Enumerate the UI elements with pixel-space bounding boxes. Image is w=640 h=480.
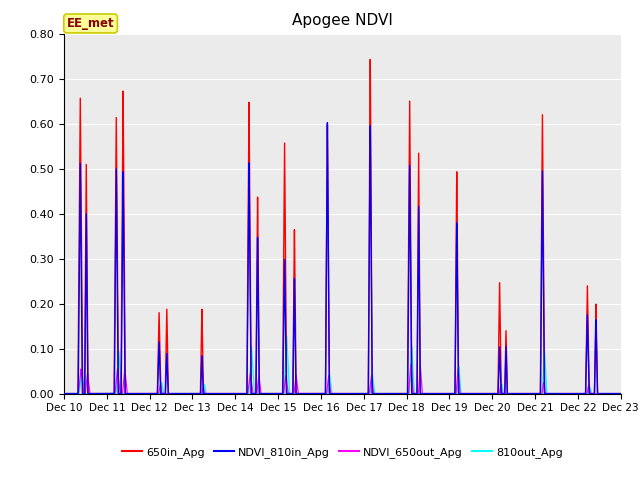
Line: NDVI_650out_Apg: NDVI_650out_Apg (64, 364, 621, 394)
NDVI_810in_Apg (262, 391, 269, 396)
810out_Apg (473, 391, 481, 396)
810out_Apg (617, 391, 625, 396)
650in_Apg (390, 391, 397, 396)
NDVI_810in_Apg (617, 391, 625, 396)
810out_Apg (262, 391, 269, 396)
NDVI_650out_Apg (617, 391, 625, 396)
NDVI_810in_Apg (324, 120, 332, 126)
NDVI_810in_Apg (88, 391, 96, 396)
NDVI_810in_Apg (390, 391, 397, 396)
650in_Apg (88, 391, 96, 396)
Line: 810out_Apg: 810out_Apg (64, 336, 621, 394)
810out_Apg (414, 391, 422, 396)
650in_Apg (366, 57, 374, 62)
Line: NDVI_810in_Apg: NDVI_810in_Apg (64, 123, 621, 394)
650in_Apg (60, 391, 68, 396)
Legend: 650in_Apg, NDVI_810in_Apg, NDVI_650out_Apg, 810out_Apg: 650in_Apg, NDVI_810in_Apg, NDVI_650out_A… (117, 443, 568, 462)
NDVI_650out_Apg (60, 391, 68, 396)
NDVI_650out_Apg (503, 391, 511, 396)
NDVI_810in_Apg (473, 391, 481, 396)
NDVI_650out_Apg (473, 391, 481, 396)
NDVI_650out_Apg (262, 391, 269, 396)
810out_Apg (60, 391, 68, 396)
810out_Apg (88, 391, 96, 396)
650in_Apg (262, 391, 269, 396)
NDVI_810in_Apg (60, 391, 68, 396)
Line: 650in_Apg: 650in_Apg (64, 60, 621, 394)
650in_Apg (617, 391, 625, 396)
650in_Apg (503, 355, 511, 361)
810out_Apg (503, 391, 511, 396)
NDVI_810in_Apg (414, 297, 422, 302)
810out_Apg (283, 333, 291, 338)
650in_Apg (414, 270, 422, 276)
Title: Apogee NDVI: Apogee NDVI (292, 13, 393, 28)
810out_Apg (390, 391, 397, 396)
Text: EE_met: EE_met (67, 17, 115, 30)
NDVI_650out_Apg (88, 391, 96, 396)
NDVI_650out_Apg (414, 391, 422, 396)
NDVI_810in_Apg (503, 365, 511, 371)
650in_Apg (473, 391, 481, 396)
NDVI_650out_Apg (407, 361, 415, 367)
NDVI_650out_Apg (390, 391, 397, 396)
